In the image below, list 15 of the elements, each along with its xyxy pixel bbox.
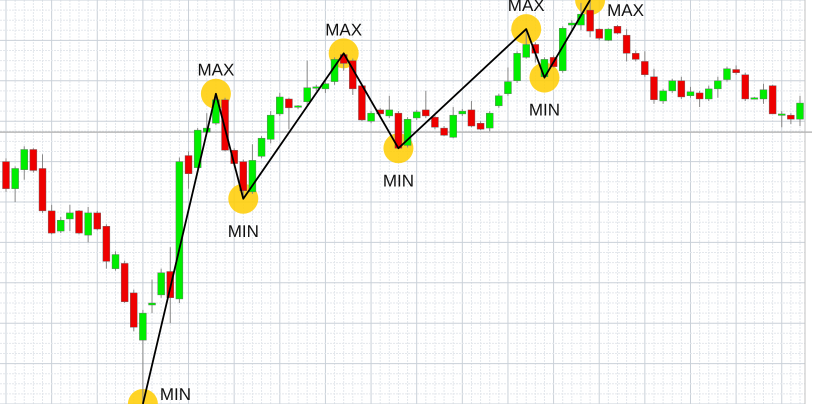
candlestick bbox=[431, 114, 439, 130]
candlestick bbox=[641, 50, 649, 78]
candlestick bbox=[504, 66, 512, 96]
annotation: MAX bbox=[325, 20, 362, 40]
candlestick bbox=[568, 20, 576, 31]
candlestick bbox=[495, 93, 503, 108]
annotation: MIN bbox=[228, 222, 259, 241]
annotation: MAX bbox=[607, 1, 644, 20]
annotation: MIN bbox=[160, 385, 192, 404]
point bbox=[511, 14, 542, 44]
annotation: MAX bbox=[197, 60, 234, 80]
annotation: MIN bbox=[382, 171, 414, 190]
candlestick bbox=[322, 78, 330, 94]
annotation: MIN bbox=[528, 100, 560, 120]
candlestick bbox=[148, 279, 156, 314]
